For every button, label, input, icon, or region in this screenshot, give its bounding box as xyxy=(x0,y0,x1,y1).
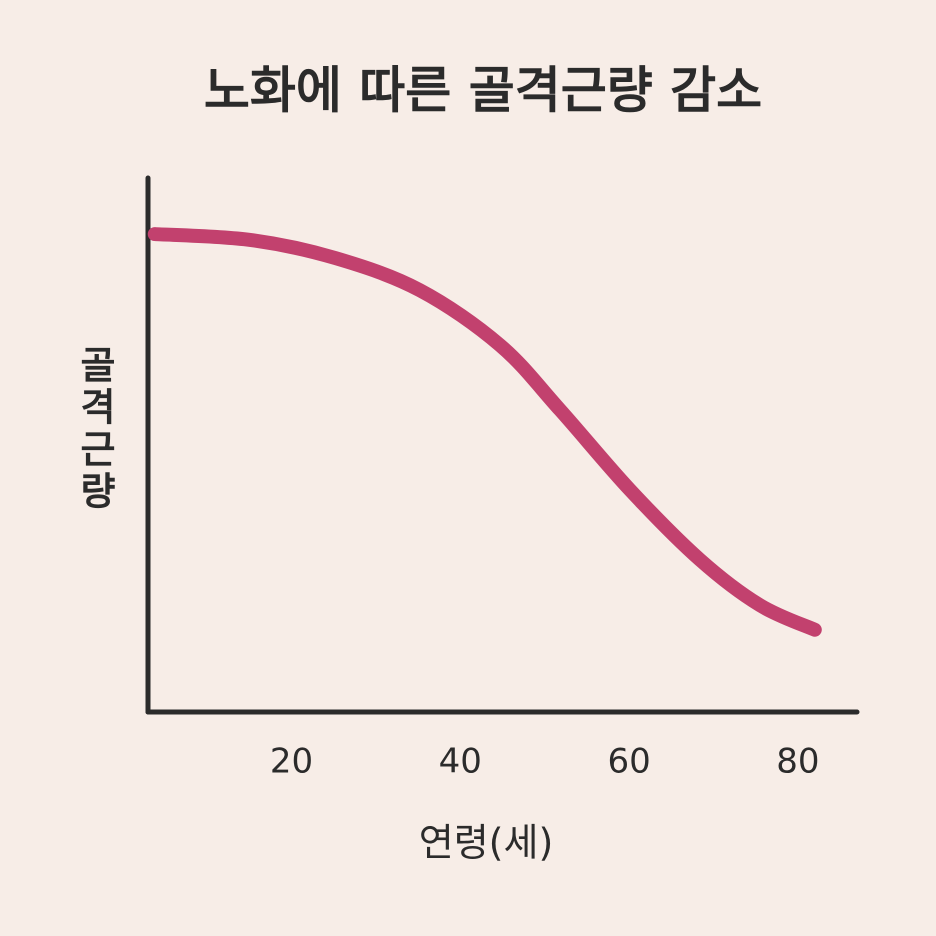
chart-title: 노화에 따른 골격근량 감소 xyxy=(204,62,762,120)
y-axis-label: 골격근량 xyxy=(73,345,117,513)
x-tick-label: 60 xyxy=(607,742,650,782)
data-line xyxy=(147,227,822,637)
x-tick-label: 20 xyxy=(270,742,313,782)
x-axis-label: 연령(세) xyxy=(419,821,554,865)
x-tick-label: 80 xyxy=(776,742,819,782)
x-tick-label: 40 xyxy=(439,742,482,782)
